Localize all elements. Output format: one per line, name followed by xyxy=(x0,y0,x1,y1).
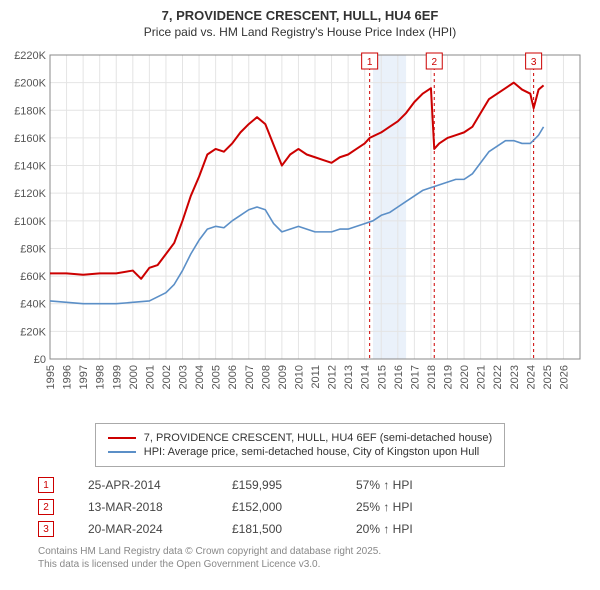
svg-text:1998: 1998 xyxy=(95,365,107,389)
legend-row: HPI: Average price, semi-detached house,… xyxy=(108,446,492,458)
svg-text:2022: 2022 xyxy=(492,365,504,389)
marker-row: 1 25-APR-2014 £159,995 57% ↑ HPI xyxy=(38,477,592,493)
svg-text:2025: 2025 xyxy=(542,365,554,389)
svg-text:2020: 2020 xyxy=(459,365,471,389)
svg-text:2017: 2017 xyxy=(409,365,421,389)
svg-text:£220K: £220K xyxy=(14,50,46,62)
legend-label: HPI: Average price, semi-detached house,… xyxy=(144,446,479,458)
marker-number-box: 2 xyxy=(38,499,54,515)
svg-text:£140K: £140K xyxy=(14,161,46,173)
svg-text:1999: 1999 xyxy=(111,365,123,389)
svg-text:2026: 2026 xyxy=(558,365,570,389)
footer-line-2: This data is licensed under the Open Gov… xyxy=(38,558,592,571)
svg-text:2002: 2002 xyxy=(161,365,173,389)
svg-text:£180K: £180K xyxy=(14,105,46,117)
legend: 7, PROVIDENCE CRESCENT, HULL, HU4 6EF (s… xyxy=(95,423,505,467)
svg-text:£0: £0 xyxy=(34,354,46,366)
svg-text:£40K: £40K xyxy=(20,299,46,311)
svg-text:£120K: £120K xyxy=(14,188,46,200)
svg-text:£160K: £160K xyxy=(14,133,46,145)
svg-text:2016: 2016 xyxy=(393,365,405,389)
svg-text:1997: 1997 xyxy=(78,365,90,389)
legend-swatch xyxy=(108,451,136,453)
chart-title: 7, PROVIDENCE CRESCENT, HULL, HU4 6EF xyxy=(8,8,592,23)
marker-hpi: 57% ↑ HPI xyxy=(356,478,413,492)
svg-text:2006: 2006 xyxy=(227,365,239,389)
chart-subtitle: Price paid vs. HM Land Registry's House … xyxy=(8,25,592,39)
svg-text:£60K: £60K xyxy=(20,271,46,283)
title-block: 7, PROVIDENCE CRESCENT, HULL, HU4 6EF Pr… xyxy=(8,8,592,39)
svg-text:2013: 2013 xyxy=(343,365,355,389)
svg-text:2004: 2004 xyxy=(194,365,206,389)
chart-container: 7, PROVIDENCE CRESCENT, HULL, HU4 6EF Pr… xyxy=(0,0,600,575)
svg-text:2011: 2011 xyxy=(310,365,322,389)
marker-price: £152,000 xyxy=(232,500,322,514)
svg-text:1996: 1996 xyxy=(62,365,74,389)
marker-number-box: 1 xyxy=(38,477,54,493)
svg-text:2019: 2019 xyxy=(443,365,455,389)
svg-text:2021: 2021 xyxy=(476,365,488,389)
svg-text:2024: 2024 xyxy=(525,365,537,389)
marker-hpi: 25% ↑ HPI xyxy=(356,500,413,514)
svg-text:£100K: £100K xyxy=(14,216,46,228)
svg-text:2007: 2007 xyxy=(244,365,256,389)
svg-text:2003: 2003 xyxy=(178,365,190,389)
svg-text:3: 3 xyxy=(531,57,537,68)
svg-text:1995: 1995 xyxy=(45,365,57,389)
marker-price: £159,995 xyxy=(232,478,322,492)
svg-text:1: 1 xyxy=(367,57,373,68)
line-chart-svg: £0 £20K £40K £60K £80K £100K £120K £140K £160K £1… xyxy=(8,45,592,415)
svg-text:2000: 2000 xyxy=(128,365,140,389)
marker-number-box: 3 xyxy=(38,521,54,537)
svg-text:2: 2 xyxy=(431,57,437,68)
svg-text:2014: 2014 xyxy=(360,365,372,389)
svg-text:£80K: £80K xyxy=(20,243,46,255)
svg-text:2018: 2018 xyxy=(426,365,438,389)
svg-text:2001: 2001 xyxy=(144,365,156,389)
marker-row: 3 20-MAR-2024 £181,500 20% ↑ HPI xyxy=(38,521,592,537)
marker-price: £181,500 xyxy=(232,522,322,536)
marker-date: 25-APR-2014 xyxy=(88,478,198,492)
svg-text:2008: 2008 xyxy=(260,365,272,389)
legend-row: 7, PROVIDENCE CRESCENT, HULL, HU4 6EF (s… xyxy=(108,432,492,444)
footer-attribution: Contains HM Land Registry data © Crown c… xyxy=(38,545,592,571)
marker-date: 13-MAR-2018 xyxy=(88,500,198,514)
svg-text:2009: 2009 xyxy=(277,365,289,389)
svg-text:2012: 2012 xyxy=(327,365,339,389)
svg-text:£20K: £20K xyxy=(20,326,46,338)
svg-text:2015: 2015 xyxy=(376,365,388,389)
svg-text:2010: 2010 xyxy=(293,365,305,389)
chart-area: £0 £20K £40K £60K £80K £100K £120K £140K £160K £1… xyxy=(8,45,592,415)
marker-row: 2 13-MAR-2018 £152,000 25% ↑ HPI xyxy=(38,499,592,515)
legend-swatch xyxy=(108,437,136,439)
svg-text:2005: 2005 xyxy=(211,365,223,389)
legend-label: 7, PROVIDENCE CRESCENT, HULL, HU4 6EF (s… xyxy=(144,432,492,444)
svg-text:£200K: £200K xyxy=(14,78,46,90)
svg-text:2023: 2023 xyxy=(509,365,521,389)
marker-date: 20-MAR-2024 xyxy=(88,522,198,536)
marker-hpi: 20% ↑ HPI xyxy=(356,522,413,536)
footer-line-1: Contains HM Land Registry data © Crown c… xyxy=(38,545,592,558)
marker-table: 1 25-APR-2014 £159,995 57% ↑ HPI 2 13-MAR-201… xyxy=(38,477,592,537)
